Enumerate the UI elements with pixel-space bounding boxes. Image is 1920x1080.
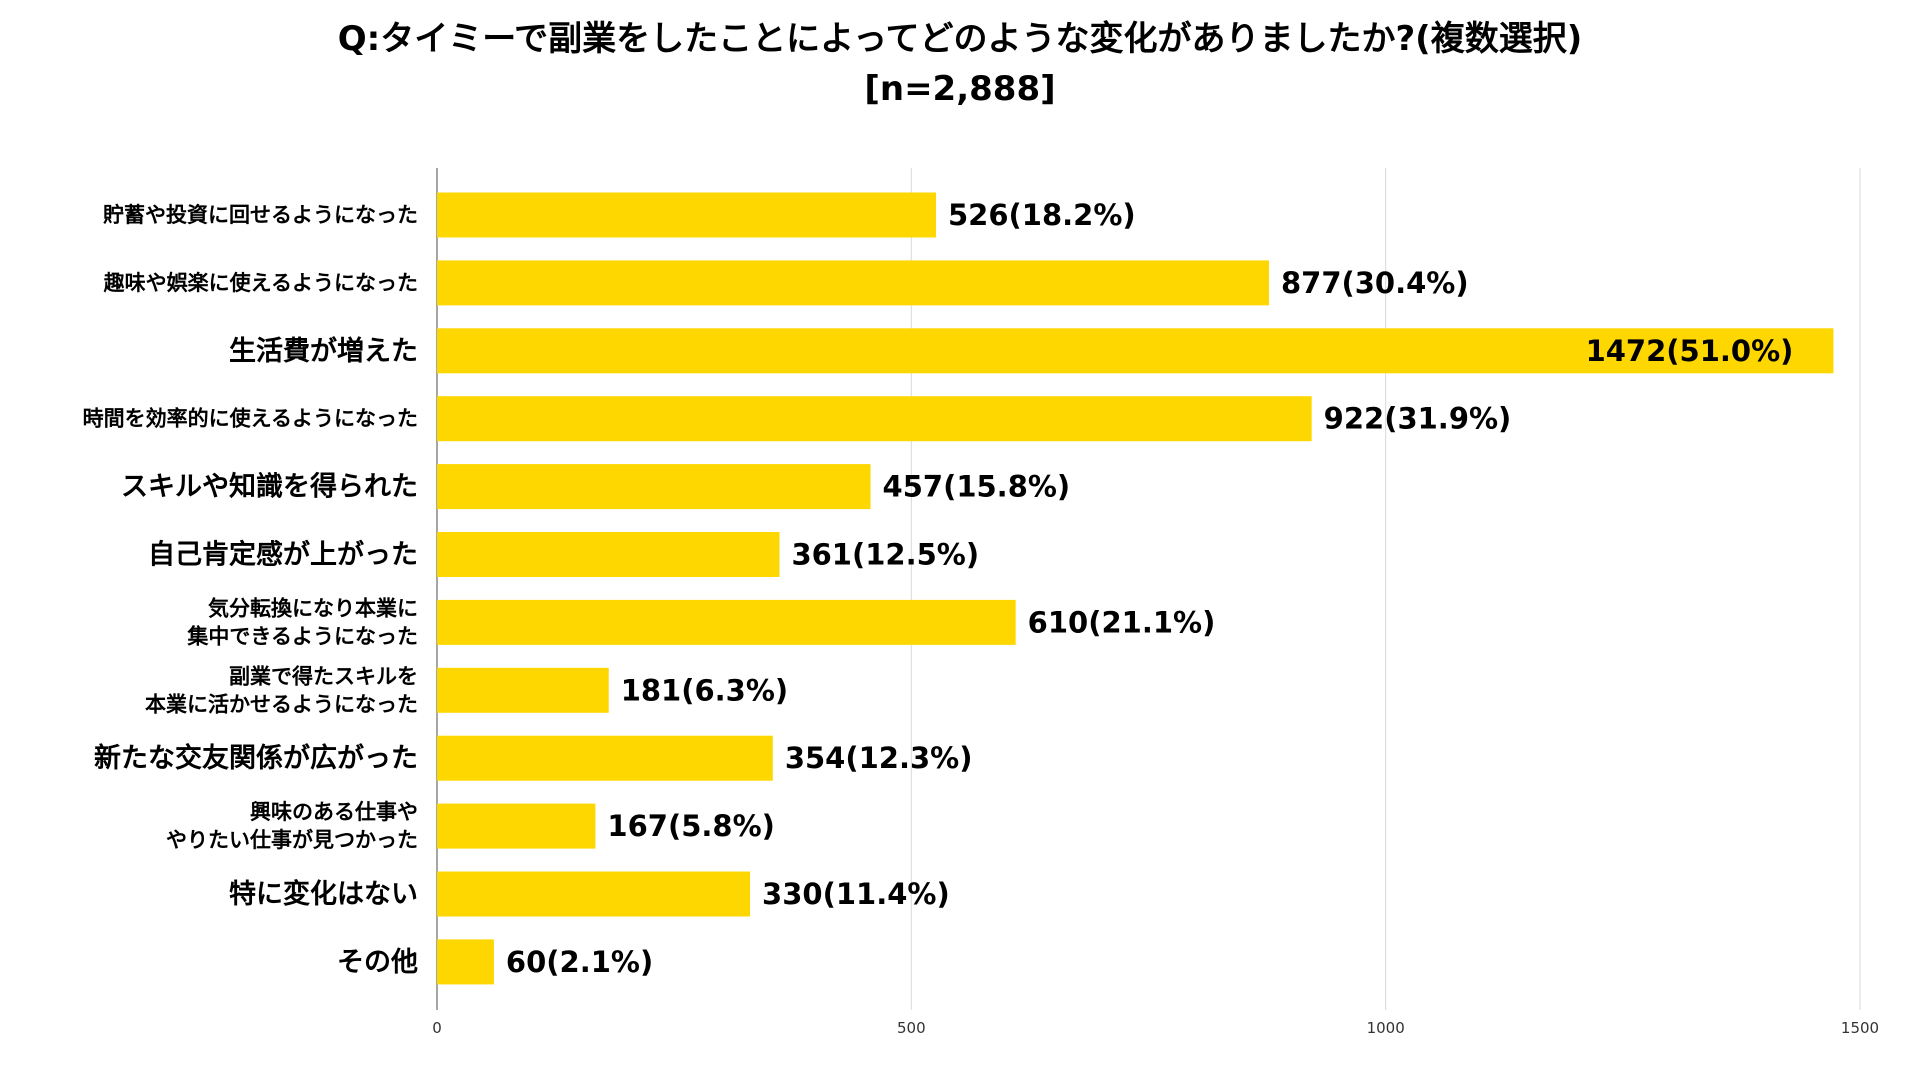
category-label: スキルや知識を得られた: [121, 472, 418, 503]
tick-layer: 0 500 1000 1500: [432, 1019, 1879, 1037]
bar: [437, 328, 1834, 374]
category-label-line: 特に変化はない: [229, 878, 418, 910]
data-label: 361(12.5%): [791, 538, 979, 572]
data-label: 526(18.2%): [948, 198, 1136, 232]
data-label: 330(11.4%): [762, 877, 950, 911]
category-label: 特に変化はない: [229, 878, 418, 910]
data-label: 167(5.8%): [607, 809, 774, 843]
chart-subtitle: [n=2,888]: [864, 69, 1056, 109]
category-label: 趣味や娯楽に使えるようになった: [103, 271, 418, 295]
bar: [437, 735, 773, 781]
category-label-line: 気分転換になり本業に: [208, 596, 418, 620]
grid-layer: [436, 168, 1861, 1010]
label-layer: 526(18.2%) 貯蓄や投資に回せるようになった 877(30.4%) 趣味や娯楽…: [83, 198, 1794, 979]
bar: [437, 803, 596, 849]
category-label-line: 貯蓄や投資に回せるようになった: [103, 203, 418, 227]
category-label: その他: [337, 947, 418, 978]
category-label-line: 本業に活かせるようになった: [145, 692, 418, 716]
data-label: 877(30.4%): [1281, 266, 1469, 300]
bar: [437, 599, 1016, 645]
category-label: 生活費が増えた: [229, 335, 418, 367]
x-tick-label: 1500: [1841, 1019, 1879, 1037]
x-tick-label: 1000: [1367, 1019, 1405, 1037]
category-label: 貯蓄や投資に回せるようになった: [103, 203, 418, 227]
category-label-line: 自己肯定感が上がった: [148, 539, 418, 571]
data-label: 457(15.8%): [883, 470, 1071, 504]
data-label: 610(21.1%): [1028, 605, 1216, 639]
bar: [437, 192, 936, 238]
category-label-line: 副業で得たスキルを: [229, 664, 418, 688]
category-label: 興味のある仕事ややりたい仕事が見つかった: [166, 800, 418, 852]
category-label-line: 生活費が増えた: [229, 335, 418, 367]
data-label: 60(2.1%): [506, 945, 653, 979]
chart-title: Q:タイミーで副業をしたことによってどのような変化がありましたか?(複数選択) …: [0, 14, 1920, 114]
bar: [437, 260, 1269, 306]
category-label-line: 新たな交友関係が広がった: [94, 742, 418, 774]
data-label: 181(6.3%): [621, 673, 788, 707]
category-label: 自己肯定感が上がった: [148, 539, 418, 571]
category-label: 副業で得たスキルを本業に活かせるようになった: [145, 664, 418, 716]
bar: [437, 396, 1312, 442]
bar-layer: [437, 192, 1834, 985]
category-label-line: 趣味や娯楽に使えるようになった: [103, 271, 418, 295]
x-tick-label: 0: [432, 1019, 442, 1037]
category-label-line: スキルや知識を得られた: [121, 472, 418, 503]
bar: [437, 871, 751, 917]
bar: [437, 939, 494, 985]
category-label: 新たな交友関係が広がった: [94, 742, 418, 774]
x-tick-label: 500: [897, 1019, 926, 1037]
category-label-line: 興味のある仕事や: [250, 800, 418, 824]
category-label-line: やりたい仕事が見つかった: [166, 828, 418, 852]
category-label-line: 時間を効率的に使えるようになった: [83, 407, 418, 431]
category-label: 気分転換になり本業に集中できるようになった: [186, 596, 418, 648]
data-label: 354(12.3%): [785, 741, 973, 775]
category-label-line: 集中できるようになった: [186, 624, 418, 648]
category-label: 時間を効率的に使えるようになった: [83, 407, 418, 431]
data-label: 1472(51.0%): [1586, 334, 1794, 368]
category-label-line: その他: [337, 947, 418, 978]
bar: [437, 464, 871, 510]
data-label: 922(31.9%): [1324, 402, 1512, 436]
chart-title-line: Q:タイミーで副業をしたことによってどのような変化がありましたか?(複数選択): [337, 19, 1583, 59]
bar: [437, 667, 609, 713]
bar: [437, 532, 780, 577]
